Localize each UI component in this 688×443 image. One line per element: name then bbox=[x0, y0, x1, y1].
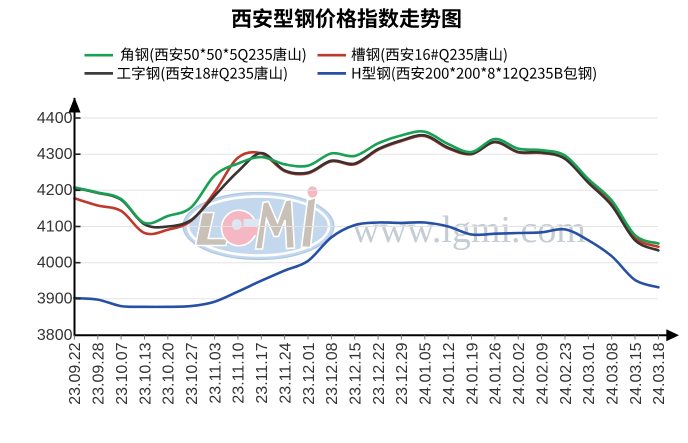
svg-text:23.12.29: 23.12.29 bbox=[394, 342, 411, 404]
svg-text:4300: 4300 bbox=[37, 146, 73, 163]
svg-text:4200: 4200 bbox=[37, 182, 73, 199]
svg-text:24.02.23: 24.02.23 bbox=[558, 342, 575, 404]
svg-text:23.10.27: 23.10.27 bbox=[184, 342, 201, 404]
svg-text:23.09.28: 23.09.28 bbox=[91, 342, 108, 404]
svg-text:23.12.15: 23.12.15 bbox=[348, 342, 365, 404]
svg-text:24.02.09: 24.02.09 bbox=[534, 342, 551, 404]
svg-text:23.10.13: 23.10.13 bbox=[137, 342, 154, 404]
svg-text:24.02.02: 24.02.02 bbox=[511, 342, 528, 404]
svg-text:24.03.18: 24.03.18 bbox=[651, 342, 668, 404]
svg-text:3900: 3900 bbox=[37, 291, 73, 308]
svg-text:24.01.19: 24.01.19 bbox=[464, 342, 481, 404]
svg-text:23.12.01: 23.12.01 bbox=[301, 342, 318, 404]
svg-text:4000: 4000 bbox=[37, 255, 73, 272]
svg-text:23.12.08: 23.12.08 bbox=[324, 342, 341, 404]
svg-text:23.11.24: 23.11.24 bbox=[277, 342, 294, 403]
svg-text:24.01.05: 24.01.05 bbox=[418, 342, 435, 404]
svg-text:24.03.08: 24.03.08 bbox=[605, 342, 622, 404]
svg-text:4100: 4100 bbox=[37, 218, 73, 235]
svg-text:24.03.01: 24.03.01 bbox=[581, 342, 598, 404]
svg-text:24.03.15: 24.03.15 bbox=[628, 342, 645, 404]
svg-text:www.lgmi.com: www.lgmi.com bbox=[352, 209, 586, 251]
svg-text:24.01.12: 24.01.12 bbox=[441, 342, 458, 404]
svg-text:24.01.26: 24.01.26 bbox=[488, 342, 505, 404]
svg-text:23.09.22: 23.09.22 bbox=[67, 342, 84, 404]
svg-text:3800: 3800 bbox=[37, 327, 73, 344]
svg-text:23.10.07: 23.10.07 bbox=[114, 342, 131, 404]
svg-text:4400: 4400 bbox=[37, 110, 73, 127]
svg-text:23.10.20: 23.10.20 bbox=[161, 342, 178, 404]
svg-text:23.11.17: 23.11.17 bbox=[254, 342, 271, 403]
svg-text:23.12.22: 23.12.22 bbox=[371, 342, 388, 404]
svg-text:23.11.03: 23.11.03 bbox=[207, 342, 224, 403]
svg-text:23.11.10: 23.11.10 bbox=[231, 342, 248, 403]
